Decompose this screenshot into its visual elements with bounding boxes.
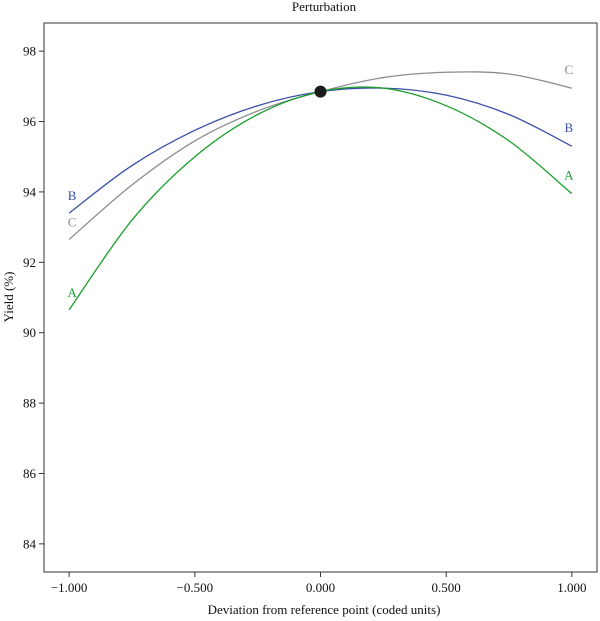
y-tick-label: 96	[23, 114, 37, 129]
y-tick-label: 88	[23, 396, 36, 411]
x-tick-label: −1.000	[51, 580, 88, 595]
series-label-left-b: B	[68, 188, 77, 203]
series-layer	[68, 71, 573, 311]
y-tick-label: 86	[23, 466, 37, 481]
y-tick-label: 94	[23, 184, 37, 199]
series-label-right-b: B	[565, 120, 574, 135]
reference-point-marker	[314, 85, 327, 98]
series-line-a	[68, 86, 573, 311]
plot-frame	[43, 22, 598, 573]
series-label-right-a: A	[564, 168, 574, 183]
y-tick-label: 90	[23, 325, 36, 340]
y-axis: 84 86 88 90 92 94 96 98	[23, 44, 44, 551]
x-axis: −1.000 −0.500 0.000 0.500 1.000	[51, 572, 586, 595]
x-axis-label: Deviation from reference point (coded un…	[208, 602, 441, 617]
series-label-right-c: C	[565, 62, 574, 77]
x-tick-label: 0.500	[432, 580, 461, 595]
series-label-left-a: A	[67, 285, 77, 300]
series-line-b	[68, 87, 573, 214]
x-tick-label: 1.000	[557, 580, 586, 595]
y-axis-label: Yield (%)	[1, 272, 16, 323]
y-tick-label: 98	[23, 44, 36, 59]
x-tick-label: −0.500	[177, 580, 214, 595]
x-tick-label: 0.000	[306, 580, 335, 595]
series-label-left-c: C	[68, 214, 77, 229]
y-tick-label: 84	[23, 536, 37, 551]
y-tick-label: 92	[23, 255, 36, 270]
chart-title: Perturbation	[292, 0, 357, 14]
